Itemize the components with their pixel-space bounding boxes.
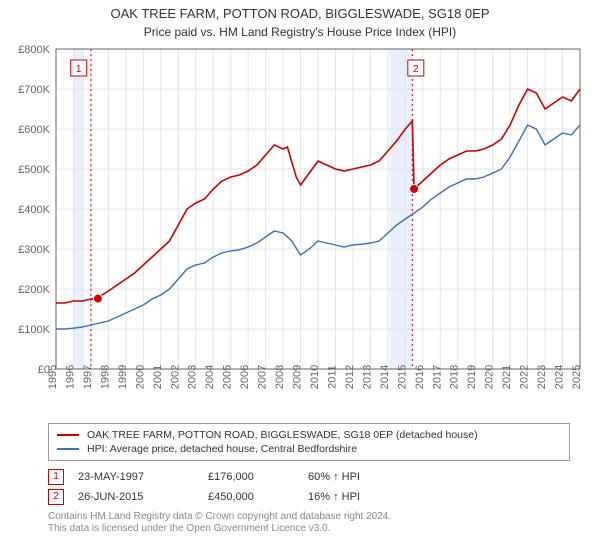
legend-label: HPI: Average price, detached house, Cent…	[87, 443, 357, 455]
marker-delta: 16% ↑ HPI	[308, 491, 428, 503]
svg-text:2014: 2014	[379, 365, 391, 389]
marker-date: 23-MAY-1997	[78, 471, 208, 483]
marker-table: 1 23-MAY-1997 £176,000 60% ↑ HPI 2 26-JU…	[48, 467, 570, 507]
svg-text:2002: 2002	[169, 365, 181, 389]
legend-item: OAK TREE FARM, POTTON ROAD, BIGGLESWADE,…	[57, 428, 561, 442]
marker-badge: 2	[48, 489, 64, 505]
svg-text:2015: 2015	[396, 365, 408, 389]
svg-text:1: 1	[76, 64, 82, 75]
svg-text:1997: 1997	[82, 365, 94, 389]
chart-container: OAK TREE FARM, POTTON ROAD, BIGGLESWADE,…	[0, 0, 600, 560]
svg-text:1998: 1998	[99, 365, 111, 389]
svg-text:2021: 2021	[501, 365, 513, 389]
svg-text:2001: 2001	[152, 365, 164, 389]
marker-price: £176,000	[208, 471, 308, 483]
legend: OAK TREE FARM, POTTON ROAD, BIGGLESWADE,…	[48, 423, 570, 461]
svg-text:2020: 2020	[484, 365, 496, 389]
svg-text:£400K: £400K	[18, 204, 50, 216]
svg-text:2008: 2008	[274, 365, 286, 389]
chart-subtitle: Price paid vs. HM Land Registry's House …	[0, 23, 600, 39]
svg-text:2024: 2024	[554, 365, 566, 389]
marker-delta: 60% ↑ HPI	[308, 471, 428, 483]
svg-text:£600K: £600K	[18, 124, 50, 136]
legend-item: HPI: Average price, detached house, Cent…	[57, 442, 561, 456]
svg-text:2022: 2022	[519, 365, 531, 389]
svg-text:2010: 2010	[309, 365, 321, 389]
svg-text:£300K: £300K	[18, 244, 50, 256]
marker-date: 26-JUN-2015	[78, 491, 208, 503]
footer-line: Contains HM Land Registry data © Crown c…	[48, 511, 570, 524]
svg-text:2004: 2004	[204, 365, 216, 389]
svg-text:£700K: £700K	[18, 84, 50, 96]
svg-text:1995: 1995	[47, 365, 59, 389]
svg-text:2009: 2009	[292, 365, 304, 389]
marker-price: £450,000	[208, 491, 308, 503]
svg-text:2012: 2012	[344, 365, 356, 389]
line-chart: £0£100K£200K£300K£400K£500K£600K£700K£80…	[0, 39, 600, 419]
svg-text:£800K: £800K	[18, 44, 50, 56]
svg-text:2003: 2003	[187, 365, 199, 389]
footer-note: Contains HM Land Registry data © Crown c…	[48, 511, 570, 536]
svg-text:2007: 2007	[257, 365, 269, 389]
svg-text:2: 2	[413, 64, 419, 75]
legend-label: OAK TREE FARM, POTTON ROAD, BIGGLESWADE,…	[87, 429, 478, 441]
legend-swatch	[57, 434, 79, 436]
svg-text:2019: 2019	[466, 365, 478, 389]
footer-line: This data is licensed under the Open Gov…	[48, 523, 570, 536]
svg-text:2016: 2016	[414, 365, 426, 389]
svg-text:2023: 2023	[536, 365, 548, 389]
marker-row: 1 23-MAY-1997 £176,000 60% ↑ HPI	[48, 467, 570, 487]
marker-row: 2 26-JUN-2015 £450,000 16% ↑ HPI	[48, 487, 570, 507]
svg-text:£500K: £500K	[18, 164, 50, 176]
legend-swatch	[57, 448, 79, 450]
svg-text:2025: 2025	[571, 365, 583, 389]
svg-text:2013: 2013	[361, 365, 373, 389]
svg-text:2005: 2005	[222, 365, 234, 389]
svg-text:2006: 2006	[239, 365, 251, 389]
chart-title: OAK TREE FARM, POTTON ROAD, BIGGLESWADE,…	[0, 0, 600, 23]
svg-text:1999: 1999	[117, 365, 129, 389]
svg-text:2000: 2000	[134, 365, 146, 389]
svg-text:£200K: £200K	[18, 284, 50, 296]
svg-text:2018: 2018	[449, 365, 461, 389]
svg-text:1996: 1996	[64, 365, 76, 389]
svg-text:£100K: £100K	[18, 324, 50, 336]
marker-badge: 1	[48, 469, 64, 485]
svg-text:2017: 2017	[431, 365, 443, 389]
